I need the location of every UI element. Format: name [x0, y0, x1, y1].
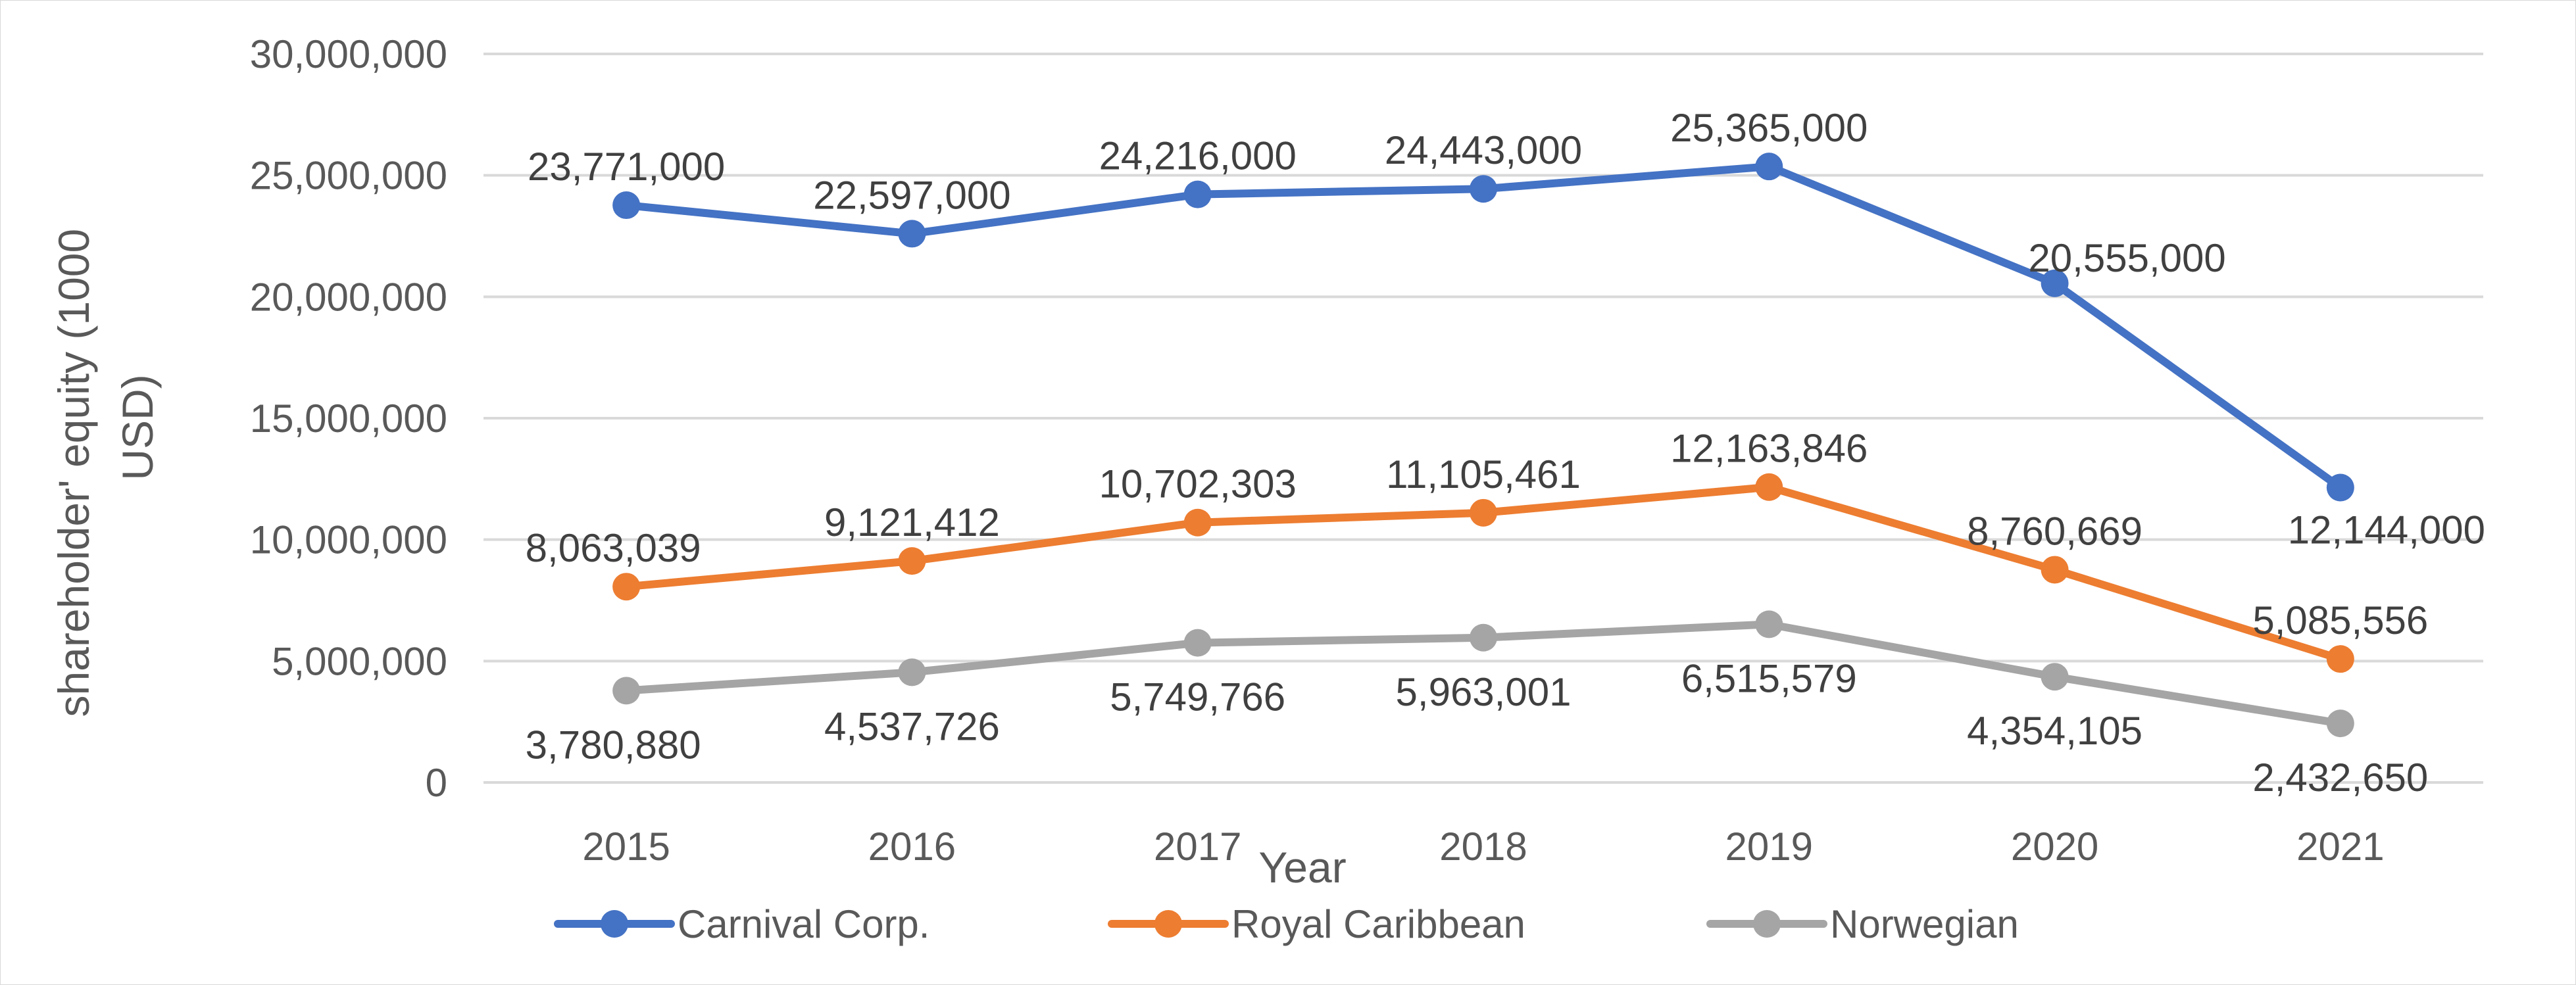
data-label-norwegian-2017: 5,749,766 — [1110, 675, 1285, 719]
data-label-carnival-2021: 12,144,000 — [2288, 508, 2485, 552]
x-tick-label-2017: 2017 — [1154, 825, 1241, 869]
legend-label-norwegian: Norwegian — [1830, 902, 2019, 946]
data-label-carnival-2016: 22,597,000 — [813, 173, 1010, 217]
data-label-royal-caribbean-2017: 10,702,303 — [1099, 462, 1297, 506]
x-axis-tick-labels: 2015 2016 2017 2018 2019 2020 2021 — [582, 825, 2384, 869]
x-tick-label-2019: 2019 — [1725, 825, 1813, 869]
point-norwegian-2019 — [1755, 610, 1783, 638]
data-label-carnival-2019: 25,365,000 — [1670, 106, 1868, 150]
data-label-royal-caribbean-2018: 11,105,461 — [1386, 452, 1581, 496]
point-norwegian-2017 — [1183, 629, 1212, 657]
y-tick-label-1: 5,000,000 — [272, 639, 447, 683]
point-carnival-2019 — [1755, 153, 1783, 181]
data-labels: 23,771,000 22,597,000 24,216,000 24,443,000… — [526, 106, 2485, 800]
point-royal-caribbean-2016 — [898, 547, 926, 575]
y-axis-title: shareholder' equity (1000 USD) — [49, 216, 162, 717]
point-royal-caribbean-2020 — [2041, 556, 2069, 584]
x-axis-title: Year — [1258, 843, 1346, 892]
point-royal-caribbean-2018 — [1470, 498, 1497, 527]
data-label-royal-caribbean-2015: 8,063,039 — [526, 526, 701, 570]
data-label-royal-caribbean-2020: 8,760,669 — [1967, 509, 2143, 553]
point-carnival-2020 — [2041, 269, 2069, 297]
series-lines — [612, 153, 2354, 738]
data-label-carnival-2018: 24,443,000 — [1385, 128, 1582, 172]
data-label-royal-caribbean-2021: 5,085,556 — [2252, 598, 2428, 642]
point-royal-caribbean-2021 — [2326, 645, 2354, 673]
data-label-norwegian-2020: 4,354,105 — [1967, 709, 2143, 753]
legend: Carnival Corp. Royal Caribbean Norwegian — [554, 902, 2019, 946]
point-norwegian-2018 — [1470, 623, 1497, 652]
legend-label-royal-caribbean: Royal Caribbean — [1231, 902, 1525, 946]
data-label-royal-caribbean-2019: 12,163,846 — [1670, 427, 1868, 471]
y-tick-label-3: 15,000,000 — [250, 396, 447, 441]
point-norwegian-2016 — [898, 658, 926, 686]
legend-marker-norwegian — [1753, 910, 1781, 938]
data-label-royal-caribbean-2016: 9,121,412 — [824, 500, 1000, 544]
point-royal-caribbean-2015 — [612, 573, 641, 601]
x-tick-label-2015: 2015 — [582, 825, 670, 869]
legend-item-royal-caribbean: Royal Caribbean — [1108, 902, 1525, 946]
data-label-norwegian-2016: 4,537,726 — [824, 704, 1000, 748]
point-carnival-2021 — [2326, 473, 2354, 502]
y-tick-label-4: 20,000,000 — [250, 275, 447, 319]
y-tick-label-0: 0 — [426, 761, 447, 805]
point-norwegian-2021 — [2326, 709, 2354, 738]
x-tick-label-2016: 2016 — [868, 825, 956, 869]
point-royal-caribbean-2019 — [1755, 473, 1783, 501]
point-carnival-2016 — [898, 220, 926, 248]
point-carnival-2015 — [612, 191, 641, 220]
legend-marker-carnival — [601, 910, 628, 938]
y-axis-title-line-2: USD) — [113, 374, 162, 480]
data-label-carnival-2017: 24,216,000 — [1099, 134, 1297, 178]
point-norwegian-2020 — [2041, 663, 2069, 691]
x-tick-label-2020: 2020 — [2011, 825, 2098, 869]
legend-marker-royal-caribbean — [1154, 910, 1182, 938]
y-tick-label-6: 30,000,000 — [250, 32, 447, 76]
data-label-carnival-2015: 23,771,000 — [528, 145, 725, 189]
point-carnival-2018 — [1470, 175, 1497, 203]
point-royal-caribbean-2017 — [1183, 508, 1212, 537]
y-axis-title-line-1: shareholder' equity (1000 — [49, 229, 98, 717]
data-label-norwegian-2015: 3,780,880 — [526, 723, 701, 767]
x-tick-label-2021: 2021 — [2296, 825, 2384, 869]
legend-item-carnival: Carnival Corp. — [554, 902, 929, 946]
data-label-norwegian-2021: 2,432,650 — [2252, 756, 2428, 800]
y-tick-label-5: 25,000,000 — [250, 154, 447, 198]
y-tick-label-2: 10,000,000 — [250, 518, 447, 562]
y-axis-tick-labels: 0 5,000,000 10,000,000 15,000,000 20,000,000… — [250, 32, 447, 805]
data-label-carnival-2020: 20,555,000 — [2028, 236, 2225, 280]
data-label-norwegian-2018: 5,963,001 — [1396, 670, 1572, 714]
legend-label-carnival: Carnival Corp. — [678, 902, 929, 946]
legend-item-norwegian: Norwegian — [1706, 902, 2019, 946]
x-tick-label-2018: 2018 — [1439, 825, 1527, 869]
data-label-norwegian-2019: 6,515,579 — [1681, 656, 1857, 700]
point-carnival-2017 — [1183, 180, 1212, 208]
point-norwegian-2015 — [612, 677, 641, 705]
